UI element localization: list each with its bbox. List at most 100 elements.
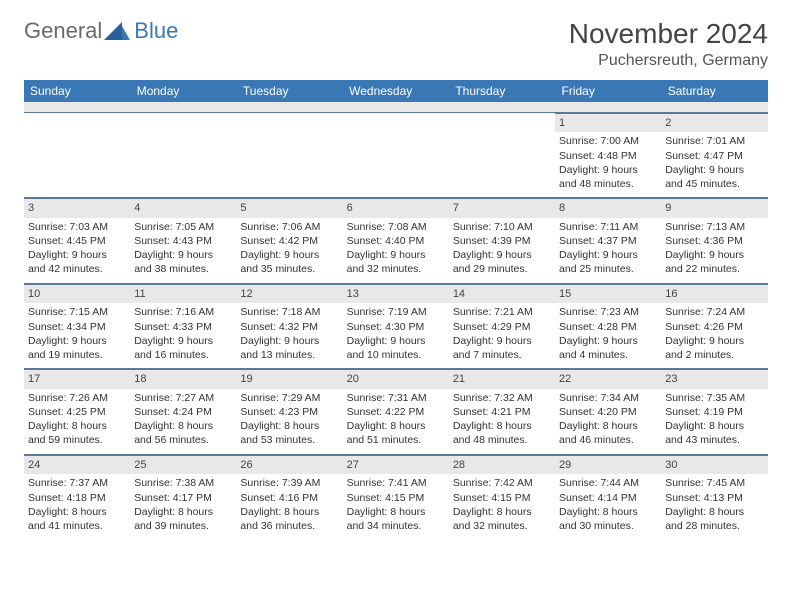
day-number: 6 [343,198,449,218]
location-label: Puchersreuth, Germany [569,52,768,70]
calendar-day-cell [130,112,236,198]
day-details: Sunrise: 7:05 AMSunset: 4:43 PMDaylight:… [130,218,236,283]
calendar-day-cell [236,112,342,198]
calendar-day-cell: 10Sunrise: 7:15 AMSunset: 4:34 PMDayligh… [24,283,130,369]
sunset-text: Sunset: 4:15 PM [347,491,445,505]
sunset-text: Sunset: 4:16 PM [240,491,338,505]
day-details: Sunrise: 7:39 AMSunset: 4:16 PMDaylight:… [236,474,342,539]
sunrise-text: Sunrise: 7:16 AM [134,305,232,319]
day-number: 24 [24,455,130,475]
day-number: 15 [555,284,661,304]
day-details: Sunrise: 7:24 AMSunset: 4:26 PMDaylight:… [661,303,767,368]
sunrise-text: Sunrise: 7:41 AM [347,476,445,490]
daylight-text: Daylight: 9 hours and 32 minutes. [347,248,445,276]
sunset-text: Sunset: 4:26 PM [665,320,763,334]
sunrise-text: Sunrise: 7:31 AM [347,391,445,405]
col-monday: Monday [130,80,236,102]
sunrise-text: Sunrise: 7:06 AM [240,220,338,234]
day-details: Sunrise: 7:37 AMSunset: 4:18 PMDaylight:… [24,474,130,539]
day-number: 9 [661,198,767,218]
day-details: Sunrise: 7:42 AMSunset: 4:15 PMDaylight:… [449,474,555,539]
calendar-day-cell [343,112,449,198]
day-details: Sunrise: 7:00 AMSunset: 4:48 PMDaylight:… [555,132,661,197]
day-details: Sunrise: 7:32 AMSunset: 4:21 PMDaylight:… [449,389,555,454]
calendar-page: General Blue November 2024 Puchersreuth,… [0,0,792,557]
sunset-text: Sunset: 4:14 PM [559,491,657,505]
daylight-text: Daylight: 8 hours and 53 minutes. [240,419,338,447]
daylight-text: Daylight: 8 hours and 30 minutes. [559,505,657,533]
day-details: Sunrise: 7:13 AMSunset: 4:36 PMDaylight:… [661,218,767,283]
calendar-day-cell: 18Sunrise: 7:27 AMSunset: 4:24 PMDayligh… [130,369,236,455]
calendar-week-row: 24Sunrise: 7:37 AMSunset: 4:18 PMDayligh… [24,454,768,539]
sunset-text: Sunset: 4:22 PM [347,405,445,419]
calendar-week-row: 3Sunrise: 7:03 AMSunset: 4:45 PMDaylight… [24,198,768,284]
sunrise-text: Sunrise: 7:05 AM [134,220,232,234]
daylight-text: Daylight: 8 hours and 39 minutes. [134,505,232,533]
sunrise-text: Sunrise: 7:03 AM [28,220,126,234]
sunrise-text: Sunrise: 7:44 AM [559,476,657,490]
sunrise-text: Sunrise: 7:19 AM [347,305,445,319]
calendar-body: 1Sunrise: 7:00 AMSunset: 4:48 PMDaylight… [24,102,768,539]
col-tuesday: Tuesday [236,80,342,102]
sunrise-text: Sunrise: 7:27 AM [134,391,232,405]
day-number: 21 [449,369,555,389]
calendar-day-cell [24,112,130,198]
sunset-text: Sunset: 4:36 PM [665,234,763,248]
col-friday: Friday [555,80,661,102]
sunrise-text: Sunrise: 7:23 AM [559,305,657,319]
day-number: 10 [24,284,130,304]
sunset-text: Sunset: 4:17 PM [134,491,232,505]
day-number: 11 [130,284,236,304]
daylight-text: Daylight: 9 hours and 10 minutes. [347,334,445,362]
day-number: 23 [661,369,767,389]
daylight-text: Daylight: 9 hours and 48 minutes. [559,163,657,191]
sunrise-text: Sunrise: 7:37 AM [28,476,126,490]
sunset-text: Sunset: 4:45 PM [28,234,126,248]
day-number: 5 [236,198,342,218]
sunrise-text: Sunrise: 7:42 AM [453,476,551,490]
col-sunday: Sunday [24,80,130,102]
header: General Blue November 2024 Puchersreuth,… [24,18,768,70]
calendar-day-cell: 22Sunrise: 7:34 AMSunset: 4:20 PMDayligh… [555,369,661,455]
sunset-text: Sunset: 4:18 PM [28,491,126,505]
daylight-text: Daylight: 8 hours and 51 minutes. [347,419,445,447]
calendar-day-cell: 17Sunrise: 7:26 AMSunset: 4:25 PMDayligh… [24,369,130,455]
sunset-text: Sunset: 4:33 PM [134,320,232,334]
day-number: 28 [449,455,555,475]
day-details: Sunrise: 7:01 AMSunset: 4:47 PMDaylight:… [661,132,767,197]
sunset-text: Sunset: 4:39 PM [453,234,551,248]
daylight-text: Daylight: 8 hours and 48 minutes. [453,419,551,447]
sunset-text: Sunset: 4:34 PM [28,320,126,334]
sunset-text: Sunset: 4:48 PM [559,149,657,163]
calendar-day-cell: 8Sunrise: 7:11 AMSunset: 4:37 PMDaylight… [555,198,661,284]
sunset-text: Sunset: 4:28 PM [559,320,657,334]
calendar-day-cell: 23Sunrise: 7:35 AMSunset: 4:19 PMDayligh… [661,369,767,455]
day-details: Sunrise: 7:41 AMSunset: 4:15 PMDaylight:… [343,474,449,539]
sunset-text: Sunset: 4:15 PM [453,491,551,505]
daylight-text: Daylight: 8 hours and 43 minutes. [665,419,763,447]
calendar-day-cell: 30Sunrise: 7:45 AMSunset: 4:13 PMDayligh… [661,454,767,539]
daylight-text: Daylight: 9 hours and 38 minutes. [134,248,232,276]
day-details: Sunrise: 7:18 AMSunset: 4:32 PMDaylight:… [236,303,342,368]
day-details: Sunrise: 7:44 AMSunset: 4:14 PMDaylight:… [555,474,661,539]
day-details: Sunrise: 7:23 AMSunset: 4:28 PMDaylight:… [555,303,661,368]
month-title: November 2024 [569,18,768,50]
day-details: Sunrise: 7:19 AMSunset: 4:30 PMDaylight:… [343,303,449,368]
logo-triangle-icon [104,22,130,40]
calendar-week-row: 17Sunrise: 7:26 AMSunset: 4:25 PMDayligh… [24,369,768,455]
sunset-text: Sunset: 4:43 PM [134,234,232,248]
sunset-text: Sunset: 4:30 PM [347,320,445,334]
day-number: 25 [130,455,236,475]
sunset-text: Sunset: 4:42 PM [240,234,338,248]
sunset-text: Sunset: 4:32 PM [240,320,338,334]
calendar-day-cell: 13Sunrise: 7:19 AMSunset: 4:30 PMDayligh… [343,283,449,369]
sunset-text: Sunset: 4:13 PM [665,491,763,505]
sunset-text: Sunset: 4:25 PM [28,405,126,419]
col-wednesday: Wednesday [343,80,449,102]
sunrise-text: Sunrise: 7:35 AM [665,391,763,405]
day-details: Sunrise: 7:11 AMSunset: 4:37 PMDaylight:… [555,218,661,283]
calendar-day-cell: 15Sunrise: 7:23 AMSunset: 4:28 PMDayligh… [555,283,661,369]
sunrise-text: Sunrise: 7:11 AM [559,220,657,234]
calendar-day-cell: 11Sunrise: 7:16 AMSunset: 4:33 PMDayligh… [130,283,236,369]
calendar-day-cell: 4Sunrise: 7:05 AMSunset: 4:43 PMDaylight… [130,198,236,284]
